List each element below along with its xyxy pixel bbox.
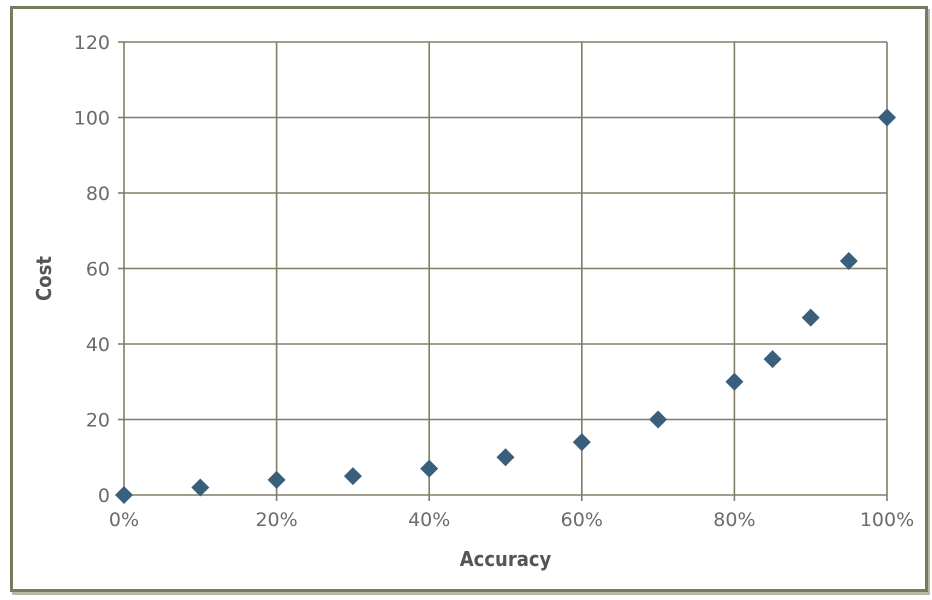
- chart-frame: 0 20 40 60 80 100 120 0% 20% 40% 60% 80% 100% Accur…: [10, 6, 928, 592]
- data-point: [496, 448, 515, 467]
- y-tick-label: 40: [86, 334, 110, 356]
- x-tick-label: 80%: [713, 509, 755, 531]
- data-points: [115, 108, 896, 504]
- data-point: [801, 308, 820, 327]
- data-point: [725, 372, 744, 391]
- data-point: [572, 433, 591, 452]
- x-tick-label: 60%: [561, 509, 603, 531]
- y-axis-ticks: 0 20 40 60 80 100 120: [74, 32, 110, 507]
- scatter-chart: 0 20 40 60 80 100 120 0% 20% 40% 60% 80% 100% Accur…: [32, 32, 914, 571]
- y-tick-label: 60: [86, 259, 110, 281]
- y-tick-label: 20: [86, 410, 110, 432]
- data-point: [878, 108, 896, 127]
- data-point: [763, 350, 782, 369]
- y-tick-label: 120: [74, 32, 110, 54]
- data-point: [420, 459, 439, 478]
- data-point: [343, 467, 362, 486]
- x-axis-ticks: 0% 20% 40% 60% 80% 100%: [109, 509, 914, 531]
- y-tick-label: 100: [74, 108, 110, 130]
- x-tick-label: 40%: [408, 509, 450, 531]
- data-point: [839, 251, 858, 270]
- data-point: [115, 486, 133, 504]
- y-tick-label: 0: [98, 485, 110, 507]
- data-point: [191, 478, 210, 497]
- y-axis-title: Cost: [32, 256, 56, 301]
- x-axis-title: Accuracy: [460, 547, 552, 571]
- x-tick-label: 20%: [255, 509, 297, 531]
- data-point: [267, 470, 286, 489]
- x-tick-label: 0%: [109, 509, 139, 531]
- y-tick-label: 80: [86, 183, 110, 205]
- grid-lines: [118, 41, 888, 501]
- x-tick-label: 100%: [860, 509, 914, 531]
- data-point: [649, 410, 668, 429]
